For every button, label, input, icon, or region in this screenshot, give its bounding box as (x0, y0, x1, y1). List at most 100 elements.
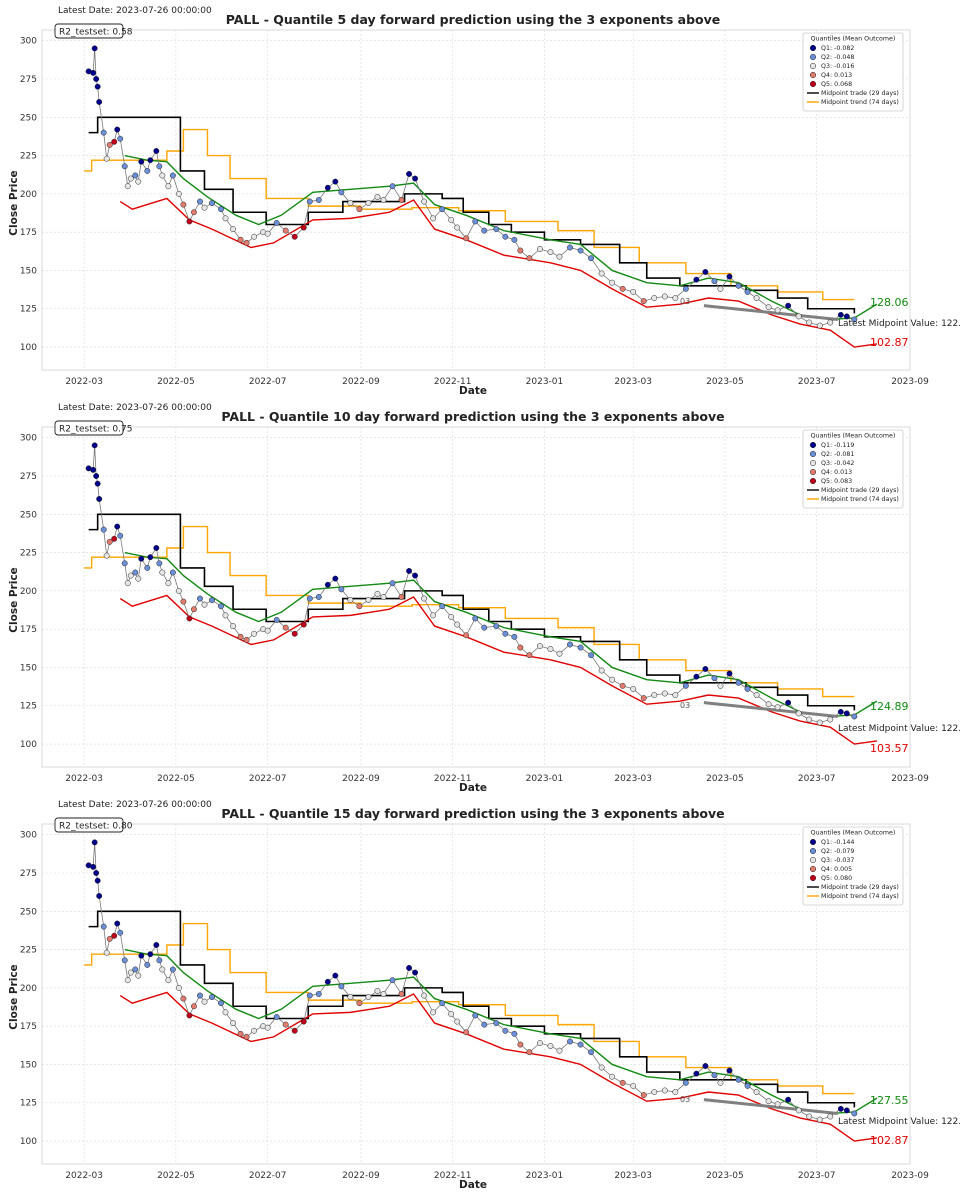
price-point (135, 972, 142, 979)
price-point (406, 171, 413, 177)
price-point (197, 992, 203, 999)
x-tick-label: 2023-05 (706, 1171, 744, 1181)
lower-prediction-label: 102.87 (870, 1134, 909, 1147)
upper-prediction-label: 124.89 (870, 700, 909, 713)
price-point (726, 670, 733, 677)
price-point (630, 288, 637, 295)
y-tick-label: 150 (20, 663, 37, 673)
y-tick-label: 275 (20, 472, 37, 482)
price-point (180, 201, 187, 208)
legend-q5: Q5: 0.083 (821, 478, 852, 485)
price-point (300, 621, 307, 628)
price-point (851, 316, 858, 323)
midpoint-value-label: Latest Midpoint Value: 122.05 (838, 724, 960, 734)
price-point (222, 215, 229, 222)
y-tick-label: 225 (20, 946, 37, 956)
price-point (472, 615, 479, 622)
price-point (439, 206, 446, 213)
legend-q5-marker (809, 874, 817, 882)
price-point (218, 1000, 224, 1007)
price-point (186, 1012, 193, 1019)
price-point (338, 983, 345, 990)
price-point (338, 586, 345, 593)
y-tick-label: 150 (20, 266, 37, 276)
price-point (347, 200, 354, 207)
price-point (94, 83, 101, 90)
legend: Quantiles (Mean Outcome) Q1: -0.119 Q2: … (802, 429, 904, 509)
price-point (556, 1047, 563, 1054)
price-point (374, 987, 381, 994)
price-point (138, 952, 145, 959)
legend-q2-marker (809, 847, 817, 855)
price-point (412, 175, 419, 182)
price-point (735, 1076, 742, 1083)
price-point (661, 293, 668, 300)
price-point (693, 1070, 700, 1077)
y-tick-label: 225 (20, 549, 37, 559)
x-tick-label: 2022-11 (434, 774, 472, 784)
legend-q5: Q5: 0.080 (821, 875, 852, 882)
price-point (651, 1089, 658, 1095)
price-point (273, 220, 280, 226)
price-point (711, 675, 718, 682)
price-point (127, 175, 134, 182)
price-point (463, 632, 470, 639)
price-point (365, 597, 372, 604)
price-point (717, 285, 724, 292)
price-point (201, 204, 208, 211)
r2-box (54, 817, 124, 833)
legend-trend: Midpoint trend (74 days) (821, 496, 899, 503)
price-point (735, 282, 742, 289)
price-point (218, 603, 224, 610)
price-point (556, 650, 563, 657)
price-point (251, 233, 258, 240)
legend: Quantiles (Mean Outcome) Q1: -0.144 Q2: … (802, 826, 904, 906)
price-point (230, 623, 237, 630)
price-point (598, 270, 605, 277)
price-point (598, 667, 605, 674)
legend-title: Quantiles (Mean Outcome) (811, 433, 896, 440)
x-tick-label: 2023-01 (526, 377, 564, 387)
price-point (222, 612, 229, 619)
x-tick-label: 2022-03 (65, 774, 103, 784)
price-point (406, 568, 413, 574)
x-tick-label: 2023-03 (614, 1171, 652, 1181)
price-point (661, 1087, 668, 1094)
price-point (315, 991, 322, 997)
price-point (365, 994, 372, 1001)
price-point (111, 932, 118, 939)
chart-svg: 100 125 150 175 200 225 250 275 300 2022-03 2022-0… (8, 800, 960, 1191)
price-point (264, 1024, 271, 1031)
trend-line (84, 922, 855, 1095)
price-point (315, 594, 322, 600)
x-tick-label: 2022-07 (249, 774, 287, 784)
regression-line (703, 1098, 838, 1115)
price-point (711, 278, 718, 285)
price-point (651, 295, 658, 301)
y-tick-label: 200 (20, 587, 37, 597)
chart-title: PALL - Quantile 5 day forward prediction… (226, 12, 721, 27)
legend-q4: Q4: 0.013 (821, 469, 852, 476)
legend-q2: Q2: -0.048 (821, 54, 854, 61)
price-point (851, 713, 858, 720)
price-point (300, 224, 307, 231)
price-point (693, 673, 700, 680)
price-point (124, 183, 131, 190)
price-point (347, 994, 354, 1001)
price-point (785, 1096, 792, 1103)
price-point (588, 1049, 595, 1056)
legend-q3: Q3: -0.042 (821, 460, 854, 467)
x-tick-label: 2022-09 (342, 377, 380, 387)
price-point (332, 575, 339, 582)
x-tick-label: 2022-05 (157, 774, 195, 784)
price-point (430, 215, 437, 222)
price-point (536, 246, 543, 252)
x-tick-label: 2022-11 (434, 1171, 472, 1181)
x-tick-label: 2023-01 (526, 1171, 564, 1181)
chart-panel-10day: 100 125 150 175 200 225 250 275 300 2022-03 2022-0… (0, 397, 960, 794)
price-point (816, 1116, 823, 1123)
price-point (380, 991, 387, 997)
price-point (243, 636, 250, 643)
price-point (765, 701, 772, 708)
y-axis-label: Close Price (8, 964, 20, 1029)
